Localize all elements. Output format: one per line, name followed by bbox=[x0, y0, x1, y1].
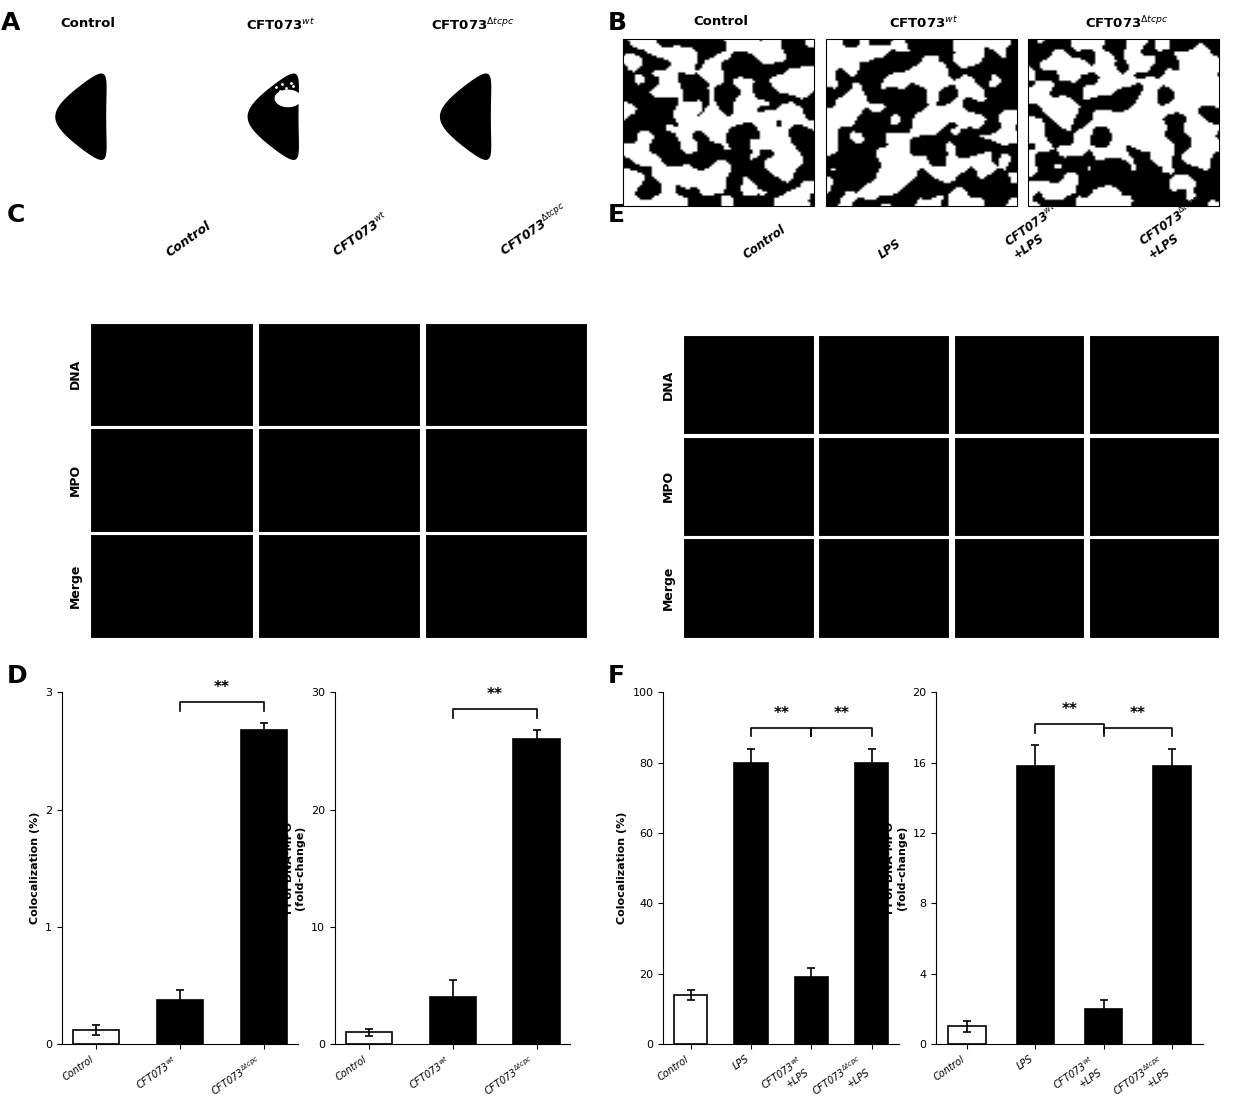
Bar bbox=[954, 335, 1084, 434]
Text: **: ** bbox=[1061, 702, 1078, 717]
Bar bbox=[795, 977, 828, 1044]
Polygon shape bbox=[248, 74, 299, 159]
Bar bbox=[856, 763, 888, 1044]
Bar bbox=[1089, 335, 1219, 434]
Text: Merge: Merge bbox=[662, 566, 675, 610]
Bar bbox=[1028, 40, 1219, 207]
Text: **: ** bbox=[774, 706, 789, 721]
Bar bbox=[91, 323, 253, 426]
Text: Merge: Merge bbox=[69, 564, 82, 608]
Text: **: ** bbox=[213, 679, 229, 695]
Bar bbox=[675, 995, 707, 1044]
Bar bbox=[683, 436, 813, 536]
Bar bbox=[424, 429, 587, 532]
Text: DNA: DNA bbox=[662, 369, 675, 400]
Bar bbox=[954, 436, 1084, 536]
Text: CFT073$^{wt}$: CFT073$^{wt}$ bbox=[246, 18, 315, 33]
Bar bbox=[91, 534, 253, 637]
Bar bbox=[1089, 539, 1219, 637]
Bar bbox=[258, 323, 420, 426]
Text: E: E bbox=[608, 202, 625, 226]
Bar bbox=[954, 539, 1084, 637]
Bar bbox=[424, 323, 587, 426]
Bar bbox=[818, 335, 949, 434]
Text: LPS: LPS bbox=[877, 237, 904, 262]
Bar bbox=[826, 40, 1017, 207]
Polygon shape bbox=[275, 90, 301, 107]
Bar bbox=[622, 40, 815, 207]
Text: **: ** bbox=[486, 687, 502, 702]
Text: **: ** bbox=[1130, 706, 1146, 721]
Bar bbox=[1153, 766, 1190, 1044]
Bar bbox=[258, 534, 420, 637]
Bar bbox=[513, 740, 559, 1044]
Text: B: B bbox=[608, 11, 627, 35]
Text: CFT073$^{wt}$
+LPS: CFT073$^{wt}$ +LPS bbox=[1001, 201, 1069, 262]
Bar bbox=[1089, 436, 1219, 536]
Bar bbox=[818, 539, 949, 637]
Bar bbox=[1085, 1009, 1122, 1044]
Bar bbox=[949, 1026, 986, 1044]
Bar bbox=[1017, 766, 1054, 1044]
Y-axis label: FI of DNA-MPO
(fold-change): FI of DNA-MPO (fold-change) bbox=[885, 822, 906, 914]
Text: CFT073$^{wt}$: CFT073$^{wt}$ bbox=[889, 15, 959, 31]
Text: CFT073$^{\Delta tcpc}$
+LPS: CFT073$^{\Delta tcpc}$ +LPS bbox=[1136, 193, 1215, 262]
Text: Control: Control bbox=[693, 15, 749, 29]
Y-axis label: Colocalization (%): Colocalization (%) bbox=[30, 812, 40, 924]
Bar bbox=[156, 999, 203, 1044]
Text: Control: Control bbox=[61, 18, 115, 30]
Text: CFT073$^{\Delta tcpc}$: CFT073$^{\Delta tcpc}$ bbox=[432, 18, 515, 34]
Bar bbox=[683, 539, 813, 637]
Y-axis label: FI of DNA-MPO
(fold-change): FI of DNA-MPO (fold-change) bbox=[284, 822, 305, 914]
Text: F: F bbox=[608, 664, 625, 688]
Text: CFT073$^{\Delta tcpc}$: CFT073$^{\Delta tcpc}$ bbox=[1085, 15, 1168, 32]
Bar bbox=[818, 436, 949, 536]
Bar bbox=[734, 763, 768, 1044]
Bar bbox=[258, 429, 420, 532]
Text: **: ** bbox=[833, 706, 849, 721]
Text: MPO: MPO bbox=[69, 464, 82, 496]
Text: DNA: DNA bbox=[69, 359, 82, 389]
Text: CFT073$^{\Delta tcpc}$: CFT073$^{\Delta tcpc}$ bbox=[496, 201, 570, 259]
Bar bbox=[91, 429, 253, 532]
Text: Control: Control bbox=[164, 220, 215, 259]
Bar bbox=[424, 534, 587, 637]
Text: MPO: MPO bbox=[662, 470, 675, 502]
Bar bbox=[241, 730, 286, 1044]
Bar bbox=[683, 335, 813, 434]
Text: D: D bbox=[6, 664, 27, 688]
Bar bbox=[346, 1032, 392, 1044]
Y-axis label: Colocalization (%): Colocalization (%) bbox=[618, 812, 627, 924]
Text: A: A bbox=[1, 11, 20, 35]
Bar bbox=[429, 997, 476, 1044]
Text: Control: Control bbox=[740, 223, 789, 262]
Bar bbox=[73, 1030, 119, 1044]
Polygon shape bbox=[440, 74, 491, 159]
Polygon shape bbox=[56, 74, 105, 159]
Text: CFT073$^{wt}$: CFT073$^{wt}$ bbox=[330, 210, 392, 259]
Text: C: C bbox=[6, 202, 25, 226]
